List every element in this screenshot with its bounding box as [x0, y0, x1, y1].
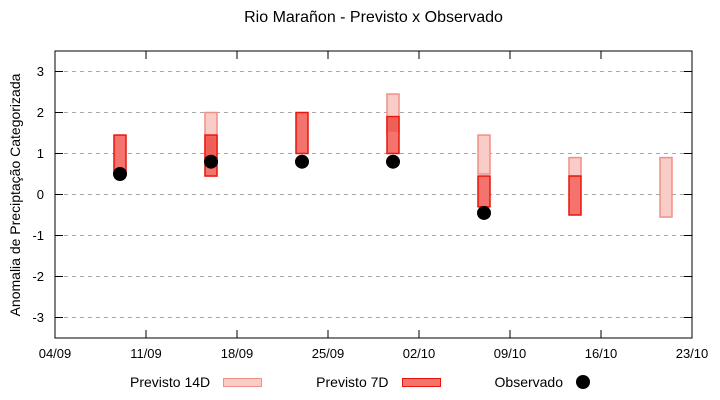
bar-group [386, 93, 400, 155]
previsto-7d-border [204, 134, 218, 177]
legend-item-previsto-7d: Previsto 7D [316, 374, 441, 390]
observado-dot [386, 154, 400, 169]
forecast-overlap-region [206, 136, 216, 161]
x-tick-label: 23/10 [676, 346, 709, 361]
y-tick-label: 0 [37, 187, 44, 202]
previsto-14d-bar [568, 156, 582, 177]
previsto-7d-bar [296, 112, 308, 154]
legend: Previsto 14D Previsto 7D Observado [0, 368, 720, 396]
bar-group [295, 111, 309, 155]
x-tick-label: 25/09 [312, 346, 345, 361]
legend-item-previsto-14d: Previsto 14D [130, 374, 263, 390]
legend-label: Previsto 7D [316, 374, 389, 390]
observado-dot [295, 154, 309, 169]
legend-swatch-box [401, 377, 441, 387]
legend-label: Observado [494, 374, 563, 390]
bar-group [477, 134, 491, 208]
previsto-14d-bar [659, 156, 673, 218]
plot-border [54, 50, 693, 339]
y-tick-label: -3 [32, 310, 44, 325]
observado-dot [113, 167, 127, 181]
x-tick-label: 11/09 [130, 346, 162, 361]
y-tick-label: -1 [32, 228, 44, 243]
legend-item-observado: Observado [495, 374, 590, 390]
previsto-7d-bar [478, 176, 490, 207]
x-tick-label: 16/10 [585, 346, 618, 361]
forecast-overlap-region [388, 117, 398, 132]
gridlines [56, 71, 691, 318]
x-tick-label: 04/09 [39, 346, 72, 361]
bar-group [568, 156, 582, 216]
previsto-7d-border [386, 115, 400, 155]
bar-group [659, 156, 673, 218]
previsto-7d-bar [569, 176, 581, 215]
previsto-7d-bar [114, 135, 126, 174]
legend-swatch-dot [576, 375, 590, 389]
legend-label: Previsto 14D [130, 374, 211, 390]
observado-dot [477, 205, 491, 220]
x-tick-label: 09/10 [494, 346, 527, 361]
legend-swatch-box [223, 377, 263, 387]
previsto-7d-border [295, 111, 309, 155]
y-tick-label: -2 [32, 269, 44, 284]
x-tick-label: 02/10 [403, 346, 436, 361]
axis-ticks: 3 2 1 0 -1 -2 -3 04/09 11/09 18/09 25/09 02/10 09/10… [32, 51, 708, 361]
x-tick-label: 18/09 [221, 346, 254, 361]
y-tick-label: 2 [37, 105, 44, 120]
y-tick-label: 3 [37, 64, 44, 79]
y-tick-label: 1 [37, 146, 44, 161]
observado-dot [204, 154, 218, 169]
observed-dots [113, 154, 491, 220]
previsto-7d-border [568, 175, 582, 216]
plot-area: 3 2 1 0 -1 -2 -3 04/09 11/09 18/09 25/09 02/10 09/10… [32, 50, 708, 361]
chart-title: Rio Marañon - Previsto x Observado [244, 9, 503, 26]
previsto-14d-bar [477, 134, 491, 175]
